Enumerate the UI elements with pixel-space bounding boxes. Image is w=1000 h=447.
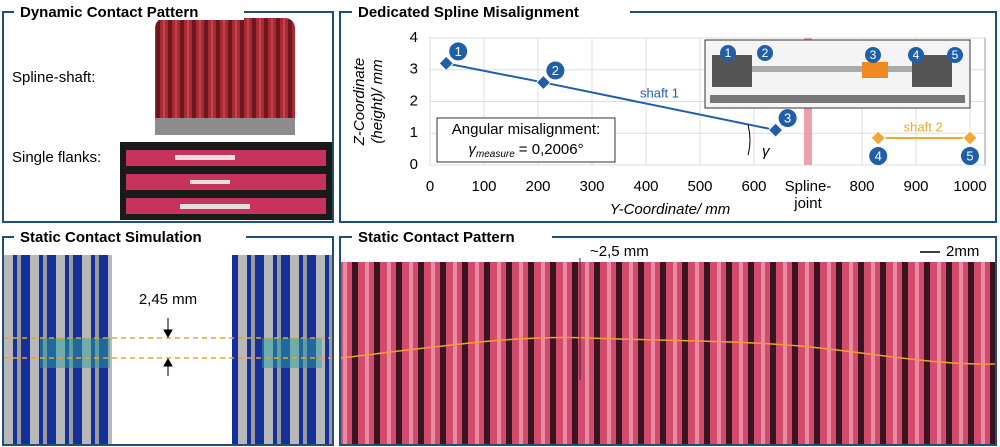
inset: 1 2 3 4 5	[704, 39, 971, 109]
label: Single flanks:	[12, 149, 101, 166]
contact-curve	[340, 336, 996, 365]
inset-marker	[947, 47, 963, 63]
inset-marker	[757, 45, 773, 61]
panel-title: Dynamic Contact Pattern	[20, 4, 198, 21]
symbol: γ	[468, 141, 477, 158]
x-tick-label: Spline-joint	[785, 178, 832, 212]
point	[962, 130, 978, 146]
contact-zone	[262, 338, 322, 368]
panel-title: Static Contact Simulation	[20, 229, 202, 246]
inset-bearing	[712, 55, 752, 87]
inset-marker	[720, 45, 736, 61]
subscript: measure	[476, 149, 515, 160]
x-tick-label: 600	[741, 178, 766, 195]
annotation-formula: γmeasure = 0,2006°	[468, 141, 583, 160]
point	[535, 74, 552, 91]
pattern-photo	[341, 262, 995, 444]
dimension	[163, 318, 173, 376]
x-tick-label: 100	[471, 178, 496, 195]
inset-label: 4	[913, 48, 920, 62]
point-marker	[961, 147, 979, 166]
x-tick-label: 1000	[953, 178, 986, 195]
point-label: 3	[784, 111, 791, 126]
x-axis-label: Y-Coordinate/ mm	[610, 201, 731, 218]
inset-marker	[908, 47, 924, 63]
tick-line: Spline-	[785, 178, 832, 195]
contact-zone	[40, 338, 110, 368]
inset-coupling	[862, 62, 888, 78]
dimension-label: ~2,5 mm	[590, 243, 649, 260]
tick-line: joint	[793, 195, 822, 212]
panel-title: Static Contact Pattern	[358, 229, 515, 246]
y-axis-label: Z-Coordinate	[351, 58, 368, 147]
inset-label: 5	[952, 48, 959, 62]
point-label: 2	[552, 63, 559, 78]
point-marker	[778, 109, 797, 128]
x-tick-label: 800	[849, 178, 874, 195]
annotation-box	[436, 117, 616, 163]
y-tick-label: 2	[410, 92, 418, 109]
x-tick-label: 0	[426, 178, 434, 195]
chart: 0 1 2 3 4 0 100 200 300 400 500 600 Spline-joint 800 9…	[351, 29, 987, 218]
x-tick-label: 200	[525, 178, 550, 195]
point-marker	[869, 147, 888, 166]
inset-marker	[865, 47, 881, 63]
panel-title: Dedicated Spline Misalignment	[358, 4, 579, 21]
value: = 0,2006°	[519, 141, 584, 158]
point	[870, 130, 886, 146]
label: Spline-shaft:	[12, 69, 95, 86]
shaft-base	[155, 118, 295, 135]
series-label: shaft 1	[640, 86, 679, 101]
y-tick-label: 4	[410, 29, 418, 46]
inset-label: 2	[762, 46, 769, 60]
y-tick-label: 0	[410, 156, 418, 173]
inset-base	[710, 95, 965, 103]
point	[767, 122, 784, 138]
series-label: shaft 2	[904, 119, 943, 134]
y-tick-label: 1	[410, 124, 418, 141]
point-label: 5	[966, 148, 973, 163]
x-tick-label: 400	[633, 178, 658, 195]
dimension-label: 2,45 mm	[139, 291, 197, 308]
spline-shaft-photo	[155, 18, 295, 133]
annotation-title: Angular misalignment:	[452, 121, 600, 138]
point-marker	[449, 42, 468, 61]
point-label: 4	[875, 148, 882, 163]
inset-label: 3	[870, 48, 877, 62]
angle-label: γ	[762, 143, 771, 160]
y-tick-label: 3	[410, 61, 418, 78]
x-tick-label: 500	[687, 178, 712, 195]
inset-shaft	[740, 66, 940, 72]
y-axis-label: (height)/ mm	[369, 59, 386, 143]
scale-label: 2mm	[946, 243, 979, 260]
x-tick-label: 900	[903, 178, 928, 195]
point-label: 1	[455, 44, 462, 59]
titles: Dynamic Contact Pattern Dedicated Spline…	[14, 4, 630, 246]
inset-label: 1	[725, 46, 732, 60]
point	[438, 55, 454, 72]
x-tick-label: 300	[579, 178, 604, 195]
point-marker	[546, 61, 565, 80]
contact-marks	[175, 155, 250, 209]
angle-arc	[747, 124, 751, 156]
